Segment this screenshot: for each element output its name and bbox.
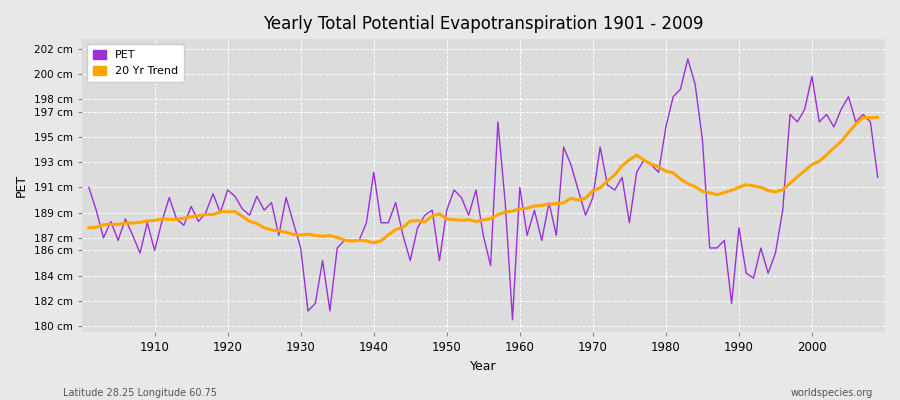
X-axis label: Year: Year <box>470 360 497 373</box>
Text: worldspecies.org: worldspecies.org <box>791 388 873 398</box>
Legend: PET, 20 Yr Trend: PET, 20 Yr Trend <box>87 44 184 82</box>
Title: Yearly Total Potential Evapotranspiration 1901 - 2009: Yearly Total Potential Evapotranspiratio… <box>263 15 704 33</box>
Y-axis label: PET: PET <box>15 174 28 197</box>
Text: Latitude 28.25 Longitude 60.75: Latitude 28.25 Longitude 60.75 <box>63 388 217 398</box>
